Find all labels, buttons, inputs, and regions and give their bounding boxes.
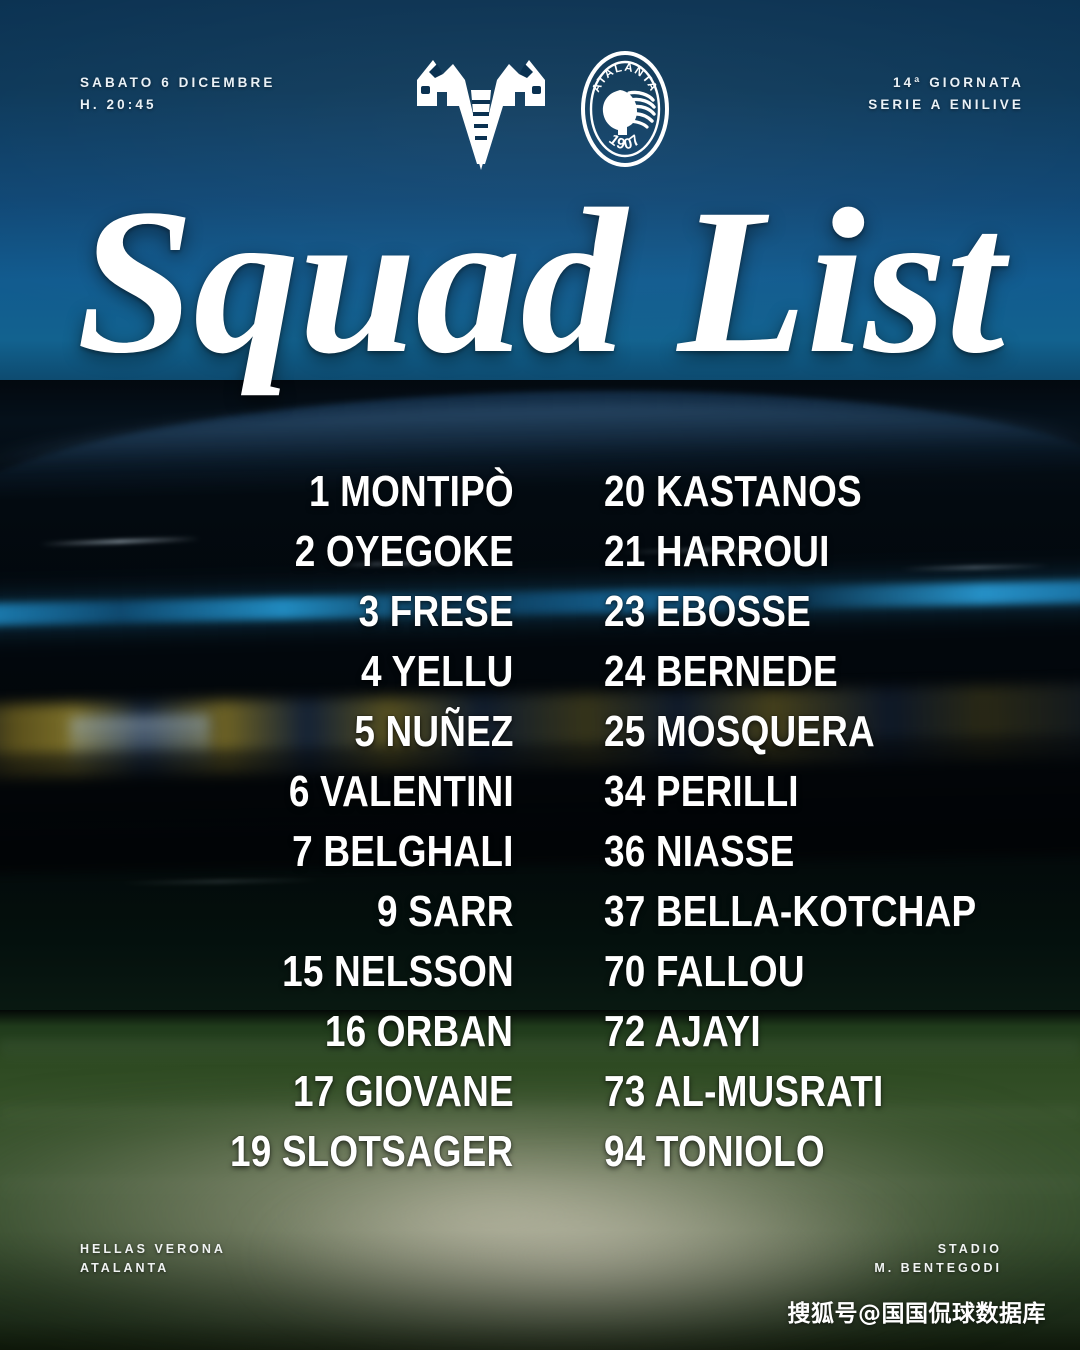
sky-gradient bbox=[0, 0, 1080, 420]
player-row: 72 AJAYI bbox=[603, 1007, 761, 1056]
crests-row: ATALANTA 1907 bbox=[407, 44, 673, 179]
matchday-competition: 14ª GIORNATA SERIE A ENILIVE bbox=[868, 75, 1024, 112]
svg-text:ATALANTA: ATALANTA bbox=[590, 62, 659, 95]
squad-list: 1 MONTIPÒ 2 OYEGOKE 3 FRESE 4 YELLU 5 NU… bbox=[0, 462, 1080, 1182]
player-row: 4 YELLU bbox=[361, 647, 514, 696]
player-row: 5 NUÑEZ bbox=[354, 707, 514, 756]
player-row: 36 NIASSE bbox=[603, 827, 795, 876]
foreground-blur-haze bbox=[194, 1170, 972, 1340]
player-row: 34 PERILLI bbox=[603, 767, 799, 816]
player-row: 6 VALENTINI bbox=[288, 767, 514, 816]
player-row: 2 OYEGOKE bbox=[294, 527, 514, 576]
player-row: 3 FRESE bbox=[358, 587, 514, 636]
player-row: 9 SARR bbox=[376, 887, 514, 936]
player-row: 16 ORBAN bbox=[325, 1007, 514, 1056]
watermark: 搜狐号@国国侃球数据库 bbox=[787, 1301, 1046, 1327]
svg-text:1907: 1907 bbox=[606, 131, 645, 153]
player-row: 73 AL-MUSRATI bbox=[603, 1067, 883, 1116]
footer-venue: STADIO M. BENTEGODI bbox=[874, 1242, 1002, 1276]
player-row: 37 BELLA-KOTCHAP bbox=[603, 887, 976, 936]
player-row: 19 SLOTSAGER bbox=[230, 1127, 514, 1176]
player-row: 94 TONIOLO bbox=[603, 1127, 825, 1176]
poster-header: SABATO 6 DICEMBRE H. 20:45 14ª GIORNATA … bbox=[0, 0, 1080, 180]
player-row: 15 NELSSON bbox=[281, 947, 514, 996]
player-row: 21 HARROUI bbox=[603, 527, 830, 576]
player-row: 25 MOSQUERA bbox=[603, 707, 875, 756]
bottom-vignette bbox=[0, 1230, 1080, 1350]
player-row: 17 GIOVANE bbox=[292, 1067, 514, 1116]
footer-teams: HELLAS VERONA ATALANTA bbox=[80, 1242, 226, 1276]
pitch-stripe bbox=[0, 1040, 1080, 1066]
player-row: 7 BELGHALI bbox=[292, 827, 514, 876]
player-row: 23 EBOSSE bbox=[603, 587, 811, 636]
player-row: 20 KASTANOS bbox=[603, 467, 862, 516]
atalanta-crest-icon: ATALANTA 1907 bbox=[577, 47, 673, 176]
squad-column-right: 20 KASTANOS 21 HARROUI 23 EBOSSE 24 BERN… bbox=[518, 462, 976, 1182]
player-row: 70 FALLOU bbox=[603, 947, 805, 996]
player-row: 1 MONTIPÒ bbox=[308, 467, 514, 516]
page-title: Squad List bbox=[76, 166, 1004, 396]
player-row: 24 BERNEDE bbox=[603, 647, 838, 696]
hellas-verona-crest-icon bbox=[407, 44, 555, 179]
squad-column-left: 1 MONTIPÒ 2 OYEGOKE 3 FRESE 4 YELLU 5 NU… bbox=[230, 462, 518, 1182]
match-datetime: SABATO 6 DICEMBRE H. 20:45 bbox=[80, 75, 276, 112]
